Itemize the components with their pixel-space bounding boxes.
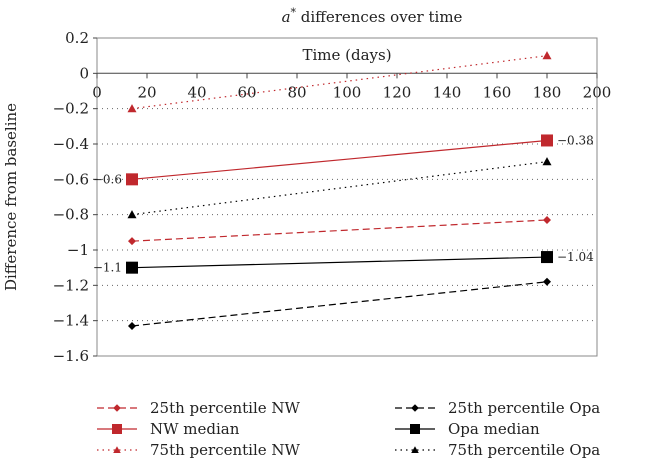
x-ticks: 0 20 40 60 80 100 120 140 160 180 200 xyxy=(92,73,611,101)
legend-marker xyxy=(411,446,419,454)
y-tick-label: −0.6 xyxy=(53,170,89,188)
data-point xyxy=(127,104,137,113)
series-4: −1.1 −1.04 xyxy=(93,250,594,275)
y-tick-label: −1.2 xyxy=(53,276,89,294)
data-point xyxy=(541,134,553,147)
chart-title: a* differences over time xyxy=(282,6,463,27)
x-tick-label: 40 xyxy=(187,83,206,101)
legend-label: 25th percentile NW xyxy=(150,399,301,417)
legend-item: 75th percentile Opa xyxy=(395,441,600,459)
series-line xyxy=(131,256,548,269)
x-tick-label: 100 xyxy=(333,83,362,101)
legend-label: Opa median xyxy=(448,420,540,438)
data-point xyxy=(128,237,136,246)
data-label: −0.38 xyxy=(557,133,594,147)
grid xyxy=(97,108,597,322)
data-point xyxy=(543,277,551,286)
data-point xyxy=(541,251,553,264)
legend-label: 75th percentile NW xyxy=(150,441,301,459)
x-tick-label: 140 xyxy=(433,83,462,101)
y-tick-label: −0.8 xyxy=(53,206,89,224)
x-tick-label: 20 xyxy=(137,83,156,101)
legend-marker xyxy=(113,404,121,412)
legend-item: NW median xyxy=(97,420,240,438)
data-label: −1.1 xyxy=(93,261,122,275)
y-tick-label: −0.4 xyxy=(53,135,89,153)
legend-label: NW median xyxy=(150,420,240,438)
series-1 xyxy=(128,215,551,246)
data-point xyxy=(543,215,551,224)
x-tick-label: 80 xyxy=(287,83,306,101)
data-point xyxy=(126,173,138,186)
series-2 xyxy=(128,277,551,330)
data-point xyxy=(128,321,136,330)
x-tick-label: 180 xyxy=(533,83,562,101)
x-tick-label: 160 xyxy=(483,83,512,101)
series-line xyxy=(131,55,548,110)
x-tick-label: 0 xyxy=(92,83,102,101)
y-axis-title: Difference from baseline xyxy=(2,103,20,291)
series-5 xyxy=(127,51,552,113)
series-line xyxy=(131,139,548,180)
legend-label: 25th percentile Opa xyxy=(448,399,600,417)
y-ticks: 0.2 0 −0.2 −0.4 −0.6 −0.8 −1 −1.2 −1.4 −1.6 xyxy=(53,29,97,365)
data-label: −0.6 xyxy=(93,172,122,186)
legend-marker xyxy=(410,424,420,434)
y-tick-label: −0.2 xyxy=(53,100,89,118)
data-point xyxy=(542,157,552,166)
legend-label: 75th percentile Opa xyxy=(448,441,600,459)
legend-item: 25th percentile NW xyxy=(97,399,301,417)
legend-item: Opa median xyxy=(395,420,540,438)
data-label: −1.04 xyxy=(557,250,594,264)
y-tick-label: −1.6 xyxy=(53,347,89,365)
y-tick-label: 0 xyxy=(79,64,89,82)
series-line xyxy=(131,219,548,242)
x-tick-label: 60 xyxy=(237,83,256,101)
data-point xyxy=(127,210,137,219)
series-line xyxy=(131,161,548,216)
y-tick-label: −1.4 xyxy=(53,312,89,330)
series-3: −0.6 −0.38 xyxy=(93,133,594,186)
plot-area xyxy=(96,37,598,357)
series-6 xyxy=(127,157,552,219)
legend-marker xyxy=(112,424,122,434)
legend-item: 25th percentile Opa xyxy=(395,399,600,417)
legend-item: 75th percentile NW xyxy=(97,441,301,459)
data-point xyxy=(126,261,138,274)
legend: 25th percentile NW 25th percentile Opa NW … xyxy=(97,399,600,459)
x-axis-title: Time (days) xyxy=(302,46,391,64)
x-tick-label: 120 xyxy=(383,83,412,101)
legend-marker xyxy=(113,446,121,454)
legend-marker xyxy=(411,404,419,412)
y-tick-label: 0.2 xyxy=(65,29,89,47)
x-tick-label: 200 xyxy=(583,83,612,101)
data-point xyxy=(542,51,552,60)
series-line xyxy=(131,281,548,327)
series-group: −0.6 −0.38 −1.1 −1.04 xyxy=(93,51,594,330)
y-tick-label: −1 xyxy=(67,241,89,259)
